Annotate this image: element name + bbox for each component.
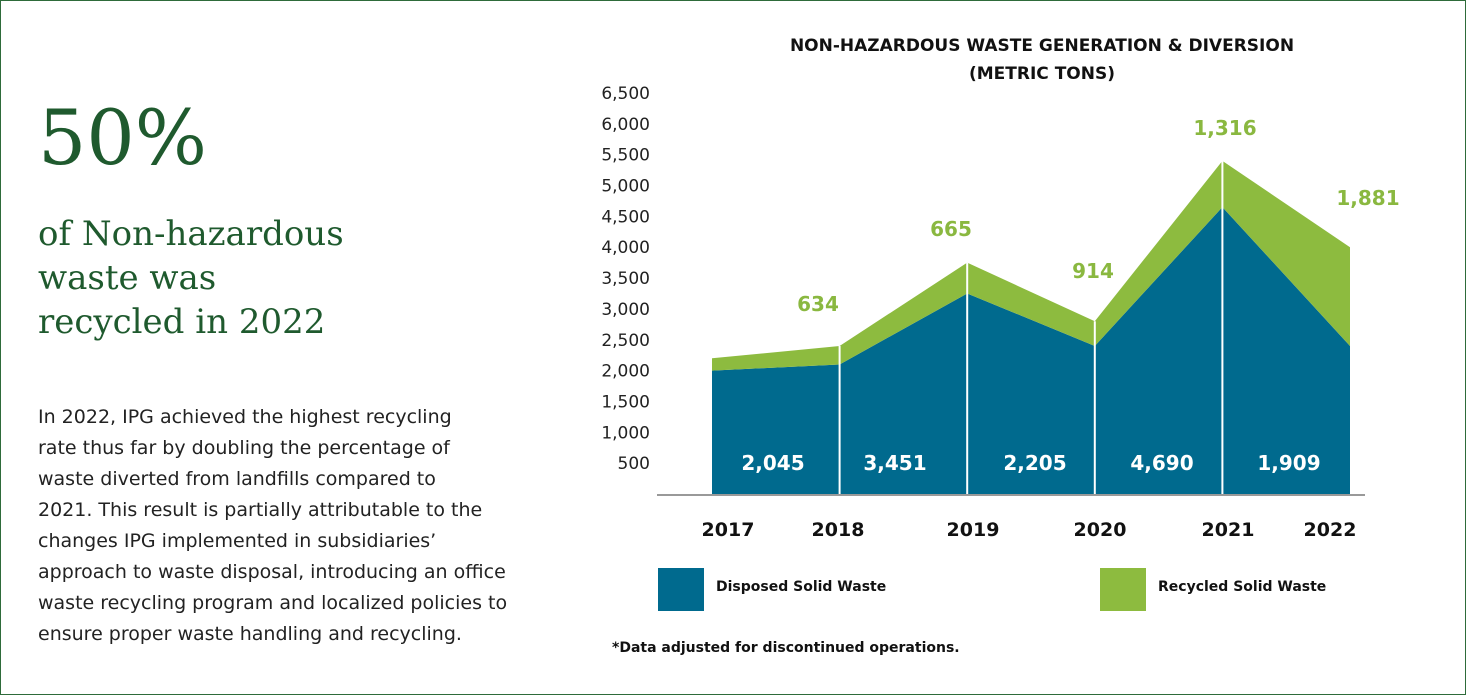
headline-line: recycled in 2022 bbox=[38, 302, 326, 342]
data-label: 914 bbox=[1072, 259, 1114, 283]
y-tick-label: 1,000 bbox=[601, 423, 650, 443]
y-tick-label: 3,500 bbox=[601, 269, 650, 289]
headline-line: of Non-hazardous bbox=[38, 214, 344, 254]
legend-label: Disposed Solid Waste bbox=[716, 579, 886, 595]
paragraph-line: approach to waste disposal, introducing … bbox=[38, 561, 506, 583]
headline: of Non-hazardous waste was recycled in 202… bbox=[38, 212, 344, 344]
y-tick-label: 6,500 bbox=[601, 84, 650, 104]
y-tick-label: 5,000 bbox=[601, 177, 650, 197]
legend-swatch bbox=[658, 568, 704, 611]
headline-line: waste was bbox=[38, 258, 217, 298]
data-label: 2,205 bbox=[1003, 451, 1066, 475]
data-label: 665 bbox=[930, 217, 972, 241]
headline-stat: 50% bbox=[38, 93, 207, 182]
data-label: 3,451 bbox=[863, 451, 926, 475]
x-tick-label: 2017 bbox=[702, 519, 755, 541]
paragraph-line: changes IPG implemented in subsidiaries’ bbox=[38, 530, 437, 552]
paragraph-line: waste diverted from landfills compared t… bbox=[38, 468, 436, 490]
legend-label: Recycled Solid Waste bbox=[1158, 579, 1326, 595]
y-tick-label: 4,500 bbox=[601, 207, 650, 227]
y-tick-label: 5,500 bbox=[601, 146, 650, 166]
y-tick-label: 2,500 bbox=[601, 331, 650, 351]
data-label: 1,909 bbox=[1257, 451, 1320, 475]
data-label: 634 bbox=[797, 292, 839, 316]
footnote: *Data adjusted for discontinued operatio… bbox=[612, 640, 960, 656]
y-tick-label: 2,000 bbox=[601, 362, 650, 382]
paragraph-line: waste recycling program and localized po… bbox=[38, 592, 508, 614]
data-label: 4,690 bbox=[1130, 451, 1193, 475]
y-tick-label: 4,000 bbox=[601, 238, 650, 258]
paragraph: In 2022, IPG achieved the highest recycl… bbox=[38, 402, 507, 650]
data-label: 1,316 bbox=[1193, 116, 1256, 140]
data-label: 2,045 bbox=[741, 451, 804, 475]
y-tick-label: 500 bbox=[618, 454, 650, 474]
x-tick-label: 2022 bbox=[1304, 519, 1357, 541]
paragraph-line: In 2022, IPG achieved the highest recycl… bbox=[38, 406, 452, 428]
paragraph-line: rate thus far by doubling the percentage… bbox=[38, 437, 450, 459]
x-tick-label: 2018 bbox=[812, 519, 865, 541]
y-tick-label: 1,500 bbox=[601, 392, 650, 412]
paragraph-line: 2021. This result is partially attributa… bbox=[38, 499, 483, 521]
y-tick-label: 3,000 bbox=[601, 300, 650, 320]
x-tick-label: 2019 bbox=[947, 519, 1000, 541]
y-tick-label: 6,000 bbox=[601, 115, 650, 135]
paragraph-line: ensure proper waste handling and recycli… bbox=[38, 623, 462, 645]
chart-title: (METRIC TONS) bbox=[969, 64, 1115, 84]
x-tick-label: 2020 bbox=[1074, 519, 1127, 541]
area bbox=[712, 160, 1350, 371]
data-label: 1,881 bbox=[1336, 186, 1399, 210]
legend-swatch bbox=[1100, 568, 1146, 611]
area bbox=[712, 207, 1350, 494]
chart-title: NON-HAZARDOUS WASTE GENERATION & DIVERSI… bbox=[790, 36, 1294, 56]
x-tick-label: 2021 bbox=[1202, 519, 1255, 541]
